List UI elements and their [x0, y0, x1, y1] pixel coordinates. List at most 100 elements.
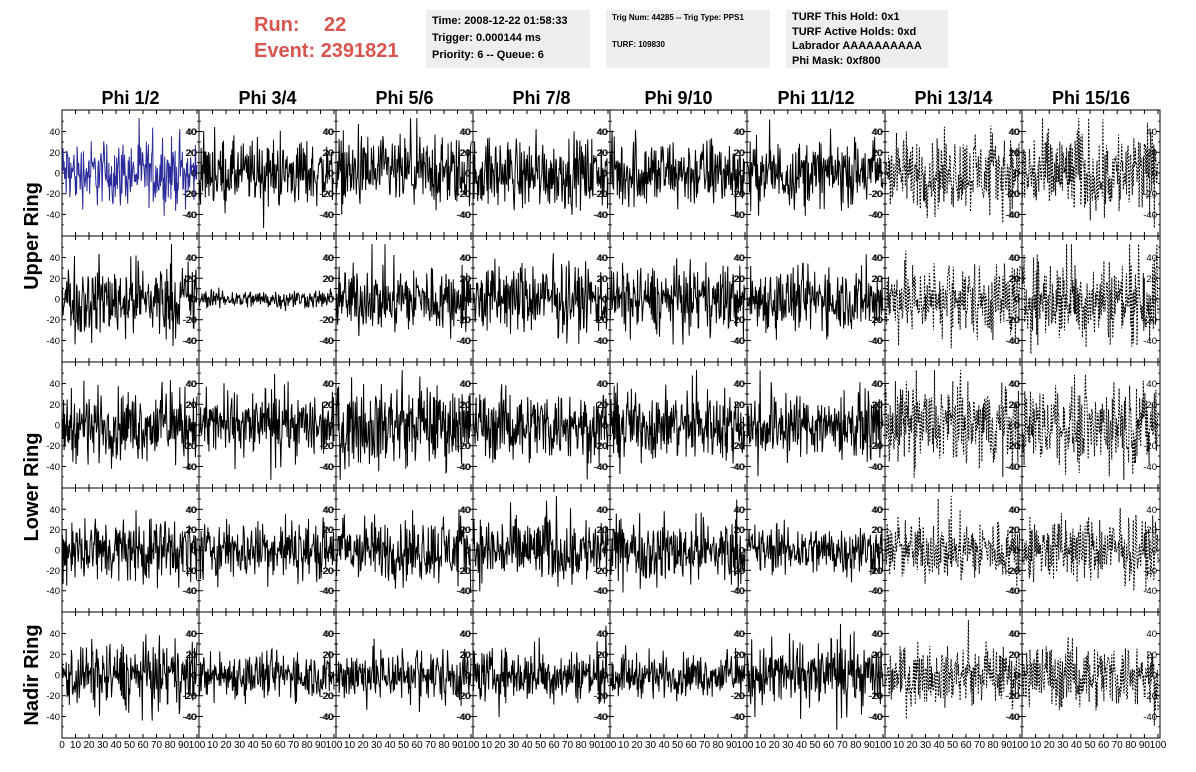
- waveform-trace: [335, 244, 472, 339]
- y-tick-label-left: 0: [192, 671, 197, 682]
- y-tick-label-left: 20: [597, 525, 608, 536]
- column-title-5: Phi 9/10: [644, 88, 712, 108]
- y-tick-label-left: 20: [1009, 650, 1020, 661]
- y-tick-label-left: 0: [466, 421, 471, 432]
- y-tick-label-right: 0: [328, 295, 333, 306]
- x-tick-label: 60: [685, 740, 697, 751]
- y-tick-label-right: 40: [459, 127, 470, 138]
- y-tick-label-right: 0: [739, 169, 744, 180]
- y-tick-label-left: 0: [55, 546, 60, 557]
- x-tick-label: 30: [920, 740, 932, 751]
- y-tick-label-right: -40: [1143, 712, 1157, 723]
- trigger-text: Trigger: 0.000144 ms: [432, 32, 541, 44]
- y-tick-label-left: 40: [49, 629, 60, 640]
- y-tick-label-left: 40: [597, 127, 608, 138]
- y-tick-label-right: -20: [182, 691, 196, 702]
- waveform-trace: [472, 384, 609, 480]
- y-tick-label-right: 20: [459, 525, 470, 536]
- y-tick-label-left: 40: [1009, 253, 1020, 264]
- y-tick-label-left: -20: [731, 189, 745, 200]
- y-tick-label-left: 20: [323, 148, 334, 159]
- y-tick-label-right: 40: [596, 629, 607, 640]
- x-tick-label: 30: [234, 740, 246, 751]
- y-tick-label-left: -40: [183, 336, 197, 347]
- y-tick-label-right: 0: [739, 546, 744, 557]
- y-tick-label-left: 0: [1015, 671, 1020, 682]
- y-tick-label-left: -40: [594, 712, 608, 723]
- waveform-trace: [335, 636, 472, 713]
- y-tick-label-left: -40: [594, 462, 608, 473]
- waveform-trace: [884, 125, 1021, 224]
- y-tick-label-right: -20: [182, 315, 196, 326]
- waveform-trace: [609, 645, 746, 702]
- y-tick-label-right: -40: [868, 210, 882, 221]
- y-tick-label-left: -20: [457, 566, 471, 577]
- y-tick-label-right: -40: [319, 712, 333, 723]
- y-tick-label-right: 20: [733, 525, 744, 536]
- y-tick-label-right: -40: [1005, 336, 1019, 347]
- y-tick-label-right: 40: [322, 253, 333, 264]
- y-tick-label-left: 0: [329, 169, 334, 180]
- y-tick-label-right: 40: [871, 253, 882, 264]
- y-tick-label-right: 40: [1008, 629, 1019, 640]
- y-tick-label-right: 20: [459, 400, 470, 411]
- y-tick-label-left: -40: [594, 336, 608, 347]
- waveform-trace: [609, 499, 746, 593]
- waveform-trace: [1021, 636, 1159, 726]
- waveform-trace: [746, 623, 884, 730]
- y-tick-label-left: 20: [460, 274, 471, 285]
- y-tick-label-right: -20: [319, 441, 333, 452]
- x-tick-label: 20: [1044, 740, 1056, 751]
- y-tick-label-right: 20: [733, 400, 744, 411]
- y-tick-label-right: 20: [322, 400, 333, 411]
- y-tick-label-left: 40: [872, 379, 883, 390]
- waveform-trace: [746, 519, 884, 583]
- y-tick-label-right: -20: [319, 691, 333, 702]
- priority-text: Priority: 6 -- Queue: 6: [432, 49, 544, 61]
- y-tick-label-left: -40: [869, 336, 883, 347]
- x-tick-label: 40: [658, 740, 670, 751]
- x-tick-label: 80: [438, 740, 450, 751]
- y-tick-label-right: -40: [1005, 210, 1019, 221]
- y-tick-label-left: -20: [869, 315, 883, 326]
- waveform-trace: [198, 287, 334, 312]
- y-tick-label-right: 0: [1014, 169, 1019, 180]
- y-tick-label-left: 20: [186, 400, 197, 411]
- y-tick-label-right: 0: [465, 546, 470, 557]
- x-tick-label: 90: [864, 740, 876, 751]
- y-tick-label-left: -20: [731, 691, 745, 702]
- y-tick-label-left: 40: [597, 379, 608, 390]
- y-tick-label-right: 40: [596, 253, 607, 264]
- trig-num-box: Trig Num: 44285 -- Trig Type: PPS1 TURF:…: [606, 10, 770, 68]
- y-tick-label-right: 40: [1008, 127, 1019, 138]
- y-tick-label-left: 0: [603, 671, 608, 682]
- y-tick-label-left: -40: [457, 462, 471, 473]
- y-tick-label-left: 20: [872, 525, 883, 536]
- y-tick-label-right: 40: [596, 505, 607, 516]
- y-tick-label-right: -20: [456, 441, 470, 452]
- y-tick-label-left: 0: [740, 421, 745, 432]
- y-tick-label-right: 40: [733, 629, 744, 640]
- y-tick-label-left: -40: [320, 586, 334, 597]
- y-tick-label-right: -40: [730, 462, 744, 473]
- x-tick-label: 100: [463, 740, 480, 751]
- panel-frame: [1021, 487, 1161, 613]
- y-tick-label-right: 40: [1146, 505, 1157, 516]
- y-tick-label-left: -40: [457, 336, 471, 347]
- run-label: Run:: [254, 14, 300, 36]
- panel-frame: [61, 235, 200, 363]
- y-tick-label-left: 40: [872, 127, 883, 138]
- x-tick-label: 90: [726, 740, 738, 751]
- y-tick-label-left: -20: [594, 315, 608, 326]
- x-tick-label: 50: [398, 740, 410, 751]
- y-tick-label-left: 20: [460, 148, 471, 159]
- y-tick-label-right: 40: [871, 629, 882, 640]
- y-tick-label-left: -40: [46, 712, 60, 723]
- y-tick-label-right: -40: [182, 336, 196, 347]
- run-event-label: Run: 22 Event: 2391821: [254, 12, 399, 64]
- y-tick-label-left: -20: [869, 566, 883, 577]
- y-tick-label-left: 0: [329, 671, 334, 682]
- y-tick-label-right: 20: [733, 148, 744, 159]
- y-tick-label-right: -20: [319, 315, 333, 326]
- y-tick-label-right: -20: [593, 441, 607, 452]
